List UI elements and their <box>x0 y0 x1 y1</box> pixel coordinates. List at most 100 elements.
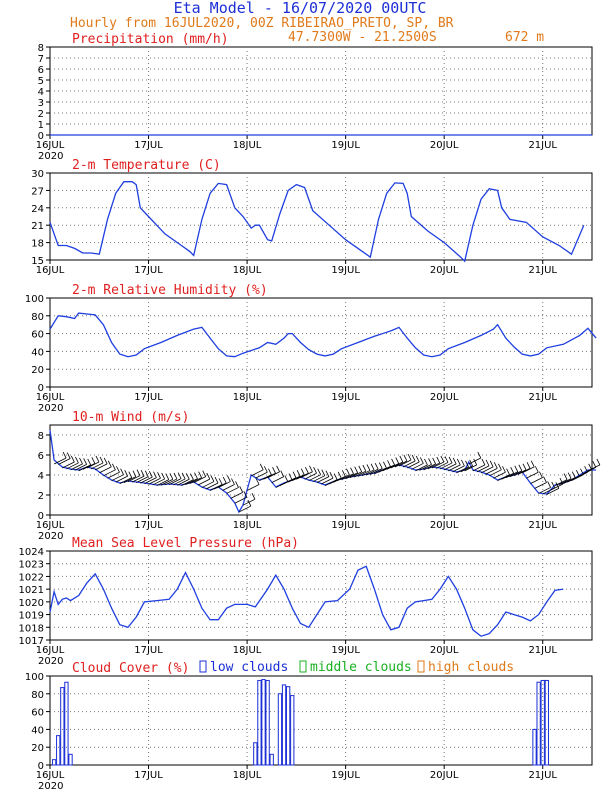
x-tick-label: 21JUL <box>528 392 557 403</box>
x-tick-year: 2020 <box>38 403 63 414</box>
wind-barb-flag <box>66 452 71 459</box>
wind-barb-flag <box>374 462 379 470</box>
wind-barb-flag <box>144 470 149 477</box>
y-tick-label: 18 <box>31 239 44 250</box>
wind-barb <box>522 466 535 474</box>
wind-barb-flag <box>75 456 79 464</box>
wind-barb-flag <box>276 465 280 472</box>
wind-barb <box>374 467 387 475</box>
x-tick-year: 2020 <box>38 151 63 162</box>
wind-barb-flag <box>592 461 597 468</box>
x-tick-label: 20JUL <box>430 140 459 151</box>
wind-barb-flag <box>534 466 539 473</box>
x-tick-label: 18JUL <box>233 520 262 531</box>
wind-barb <box>74 464 87 471</box>
wind-barb <box>349 471 362 479</box>
wind-barb-flag <box>448 456 453 464</box>
wind-barb-flag <box>333 473 338 480</box>
wind-barb <box>164 478 178 486</box>
wind-barb-flag <box>173 472 178 480</box>
wind-barb-flag <box>518 464 523 471</box>
cloud-bar <box>286 686 291 766</box>
wind-barb <box>304 472 317 480</box>
cloud-bar <box>281 684 287 766</box>
legend-label: high clouds <box>428 660 514 675</box>
wind-barb-flag <box>62 451 67 459</box>
wind-barb-flag <box>91 457 96 464</box>
panel-5: 1017101810191020102110221023102416JUL202… <box>19 536 593 667</box>
wind-barb-flag <box>419 457 424 464</box>
wind-barb <box>58 458 71 465</box>
y-tick-label: 0 <box>38 761 44 772</box>
y-tick-label: 1024 <box>19 547 44 558</box>
wind-barb <box>345 472 358 480</box>
wind-barb-flag <box>140 469 145 477</box>
x-tick-label: 16JUL <box>36 140 65 151</box>
wind-barb-flag <box>543 476 547 483</box>
x-tick-label: 21JUL <box>528 645 557 656</box>
panel-title: Cloud Cover (%) <box>72 661 189 676</box>
wind-barb <box>341 473 354 481</box>
wind-barb-flag <box>362 464 367 472</box>
y-tick-label: 0 <box>38 383 44 394</box>
wind-barb-flag <box>522 463 527 470</box>
cloud-bar <box>536 681 541 766</box>
wind-barb <box>361 469 375 477</box>
wind-barb <box>136 476 149 484</box>
wind-barb-flag <box>424 458 428 466</box>
wind-barb-flag <box>571 471 576 478</box>
wind-barb-flag <box>190 473 194 480</box>
y-tick-label: 1018 <box>19 623 44 634</box>
wind-barb-flag <box>268 468 272 475</box>
wind-barb <box>538 487 551 494</box>
y-tick-label: 1020 <box>19 598 44 609</box>
wind-barb <box>427 462 440 470</box>
wind-barb <box>472 464 486 472</box>
wind-barb <box>189 477 202 484</box>
wind-barb-flag <box>313 467 317 474</box>
wind-barb-flag <box>284 475 289 482</box>
x-tick-label: 20JUL <box>430 770 459 781</box>
y-tick-label: 2 <box>38 109 44 120</box>
plot-frame <box>49 172 593 261</box>
wind-barb <box>501 472 514 480</box>
panel-6: 0 20 40 60 80 100 16JUL2020 17JUL 18JUL 19JUL 20JU… <box>25 660 593 792</box>
wind-barb <box>94 463 108 471</box>
wind-barb <box>546 488 560 495</box>
cloud-bar <box>51 759 57 766</box>
chart-title: Eta Model - 16/07/2020 00UTC <box>174 0 427 17</box>
wind-barb <box>70 463 83 471</box>
wind-barb-flag <box>341 470 346 477</box>
cloud-bar <box>56 735 61 766</box>
y-tick-label: 0 <box>38 511 44 522</box>
x-tick-label: 20JUL <box>430 520 459 531</box>
x-tick-label: 20JUL <box>430 265 459 276</box>
panel-title: 2-m Temperature (C) <box>72 158 221 173</box>
cloud-bar <box>540 679 545 766</box>
panel-title: 10-m Wind (m/s) <box>72 410 189 425</box>
wind-barb <box>316 476 330 484</box>
x-tick-label: 21JUL <box>528 770 557 781</box>
x-tick-label: 16JUL <box>36 645 65 656</box>
wind-barb <box>251 469 264 477</box>
x-tick-label: 20JUL <box>430 392 459 403</box>
y-tick-label: 7 <box>38 54 44 65</box>
wind-barb-flag <box>124 469 129 477</box>
wind-barb-flag <box>247 499 252 507</box>
wind-barb-flag <box>477 451 482 459</box>
wind-barb-flag <box>461 459 465 467</box>
plot-frame <box>49 675 593 766</box>
y-tick-label: 3 <box>38 98 44 109</box>
wind-barb <box>415 464 428 472</box>
wind-barb <box>526 471 539 479</box>
wind-barb <box>246 484 260 491</box>
wind-barb <box>493 471 506 479</box>
wind-barb-flag <box>255 478 260 485</box>
wind-barb-flag <box>169 473 174 480</box>
wind-barb <box>103 469 116 477</box>
wind-barb-flag <box>551 481 556 489</box>
y-tick-label: 20 <box>31 743 44 754</box>
wind-barb <box>513 469 527 477</box>
y-tick-label: 8 <box>38 43 44 54</box>
